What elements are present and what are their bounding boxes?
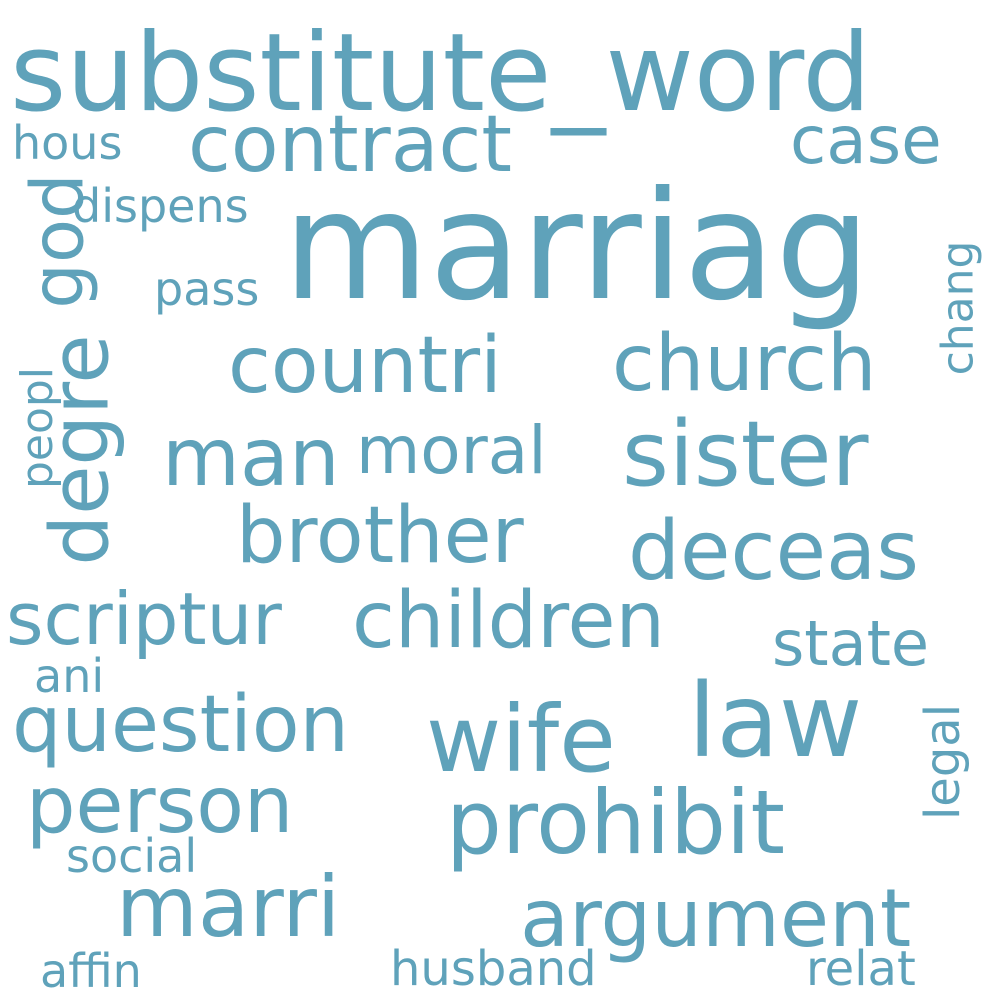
word-countri: countri <box>228 321 502 411</box>
word-moral: moral <box>356 412 547 489</box>
word-question: question <box>12 680 349 770</box>
word-substitute-word: substitute_word <box>10 11 871 136</box>
word-scriptur: scriptur <box>6 577 282 661</box>
word-state: state <box>772 607 930 680</box>
word-law: law <box>688 662 863 781</box>
word-ani: ani <box>34 649 105 703</box>
word-case: case <box>790 102 942 179</box>
word-hous: hous <box>12 116 123 170</box>
word-pass: pass <box>154 262 260 316</box>
word-deceas: deceas <box>628 504 920 599</box>
word-man: man <box>162 411 340 504</box>
word-chang: chang <box>932 240 984 376</box>
word-peopl: peopl <box>12 366 64 490</box>
word-social: social <box>66 829 198 883</box>
word-god: god <box>15 173 100 309</box>
word-church: church <box>612 319 877 409</box>
word-husband: husband <box>390 941 597 997</box>
word-brother: brother <box>236 491 524 581</box>
word-contract: contract <box>188 100 512 190</box>
word-wife: wife <box>426 686 616 793</box>
word-marriag: marriag <box>283 160 871 334</box>
word-dispens: dispens <box>72 179 249 233</box>
word-children: children <box>352 576 665 666</box>
word-affin: affin <box>40 944 142 998</box>
word-argument: argument <box>520 872 912 965</box>
word-legal: legal <box>915 703 972 821</box>
word-prohibit: prohibit <box>446 771 785 874</box>
word-relat: relat <box>806 941 916 997</box>
word-sister: sister <box>622 402 869 507</box>
word-person: person <box>26 761 294 851</box>
word-marri: marri <box>116 858 341 956</box>
